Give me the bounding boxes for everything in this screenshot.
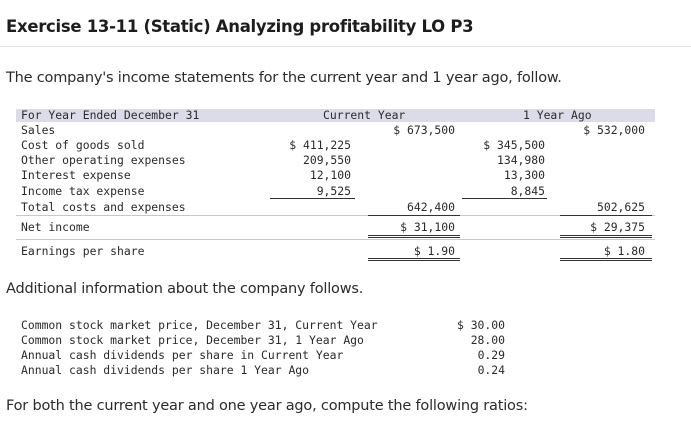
row-divider [16,215,655,216]
header-prior-year: 1 Year Ago [523,108,592,122]
net-income-double-underline-prior [560,235,652,238]
cogs-prior: $ 345,500 [483,138,545,152]
net-income-current: $ 31,100 [400,220,455,234]
net-income-prior: $ 29,375 [590,220,645,234]
info-label: Common stock market price, December 31, … [21,318,378,332]
opex-prior: 134,980 [496,153,545,167]
interest-current: 12,100 [309,168,351,182]
page-title: Exercise 13-11 (Static) Analyzing profit… [6,17,474,36]
row-label-sales: Sales [21,123,56,137]
row-label-net-income: Net income [21,220,90,234]
eps-prior: $ 1.80 [603,244,645,258]
net-income-double-underline-current [368,235,460,238]
header-label: For Year Ended December 31 [21,108,200,122]
info-value: 28.00 [470,333,505,347]
instructions-text: For both the current year and one year a… [6,398,528,414]
info-label: Common stock market price, December 31, … [21,333,364,347]
info-value: 0.24 [477,363,505,377]
total-underline-current [368,215,460,216]
sales-current: $ 673,500 [393,123,455,137]
info-value: $ 30.00 [456,318,505,332]
info-label: Annual cash dividends per share 1 Year A… [21,363,310,377]
row-label-eps: Earnings per share [21,244,145,258]
row-divider [16,239,655,240]
title-divider [0,46,691,47]
row-label-opex: Other operating expenses [21,153,186,167]
row-label-cogs: Cost of goods sold [21,138,145,152]
row-label-total: Total costs and expenses [21,200,186,214]
interest-prior: 13,300 [503,168,545,182]
info-value: 0.29 [477,348,505,362]
row-label-tax: Income tax expense [21,184,145,198]
subtotal-underline-current [270,198,355,199]
eps-current: $ 1.90 [413,244,455,258]
sales-prior: $ 532,000 [583,123,645,137]
tax-prior: 8,845 [510,184,545,198]
row-label-interest: Interest expense [21,168,131,182]
info-label: Annual cash dividends per share in Curre… [21,348,344,362]
table-header-band [16,109,655,122]
intro-text: The company's income statements for the … [6,70,562,86]
eps-double-underline-current [368,258,460,261]
total-current: 642,400 [406,200,455,214]
eps-double-underline-prior [560,258,652,261]
total-underline-prior [560,215,652,216]
additional-info-heading: Additional information about the company… [6,281,364,297]
header-current-year: Current Year [323,108,406,122]
cogs-current: $ 411,225 [289,138,351,152]
subtotal-underline-prior [462,198,547,199]
total-prior: 502,625 [596,200,645,214]
opex-current: 209,550 [302,153,351,167]
tax-current: 9,525 [316,184,351,198]
